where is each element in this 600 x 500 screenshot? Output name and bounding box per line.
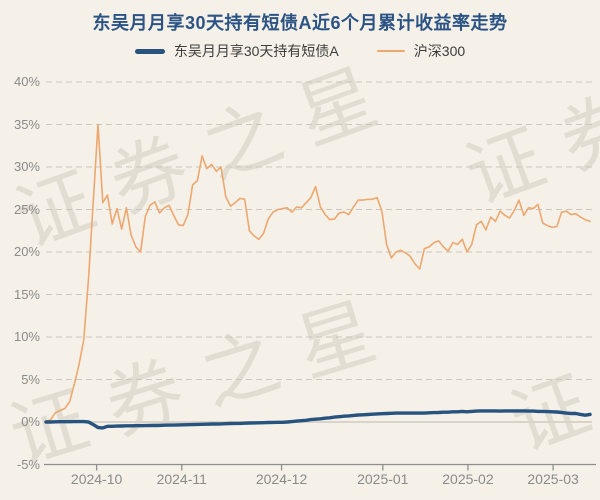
x-axis-label: 2024-12 — [255, 471, 308, 487]
y-axis-label: 10% — [13, 329, 40, 344]
chart-title: 东吴月月享30天持有短债A近6个月累计收益率走势 — [92, 13, 508, 33]
y-axis-label: 25% — [13, 201, 40, 217]
y-axis-label: 20% — [13, 244, 40, 259]
chart-legend: 东吴月月享30天持有短债A 沪深300 — [0, 42, 600, 60]
legend-item-csi300[interactable]: 沪深300 — [376, 41, 466, 61]
y-axis-label: 40% — [13, 74, 40, 89]
y-axis-label: 0% — [21, 414, 40, 429]
legend-item-fund[interactable]: 东吴月月享30天持有短债A — [134, 41, 339, 61]
x-axis-label: 2025-02 — [442, 471, 494, 487]
series-line-csi300 — [45, 123, 591, 423]
y-axis-label: 15% — [13, 286, 40, 302]
y-axis-label: 5% — [21, 371, 40, 387]
y-axis-label: -5% — [16, 456, 40, 472]
y-axis-label: 30% — [13, 159, 40, 174]
x-axis-label: 2024-11 — [156, 471, 207, 487]
legend-line-swatch — [376, 50, 405, 52]
x-axis-label: 2025-01 — [357, 471, 409, 487]
x-axis-label: 2024-10 — [70, 471, 123, 487]
x-axis-label: 2025-03 — [527, 471, 579, 487]
legend-label: 东吴月月享30天持有短债A — [173, 43, 339, 59]
y-axis-label: 35% — [13, 116, 40, 132]
legend-line-swatch — [134, 48, 165, 54]
legend-label: 沪深300 — [413, 43, 466, 59]
series-line-fund — [44, 409, 592, 430]
